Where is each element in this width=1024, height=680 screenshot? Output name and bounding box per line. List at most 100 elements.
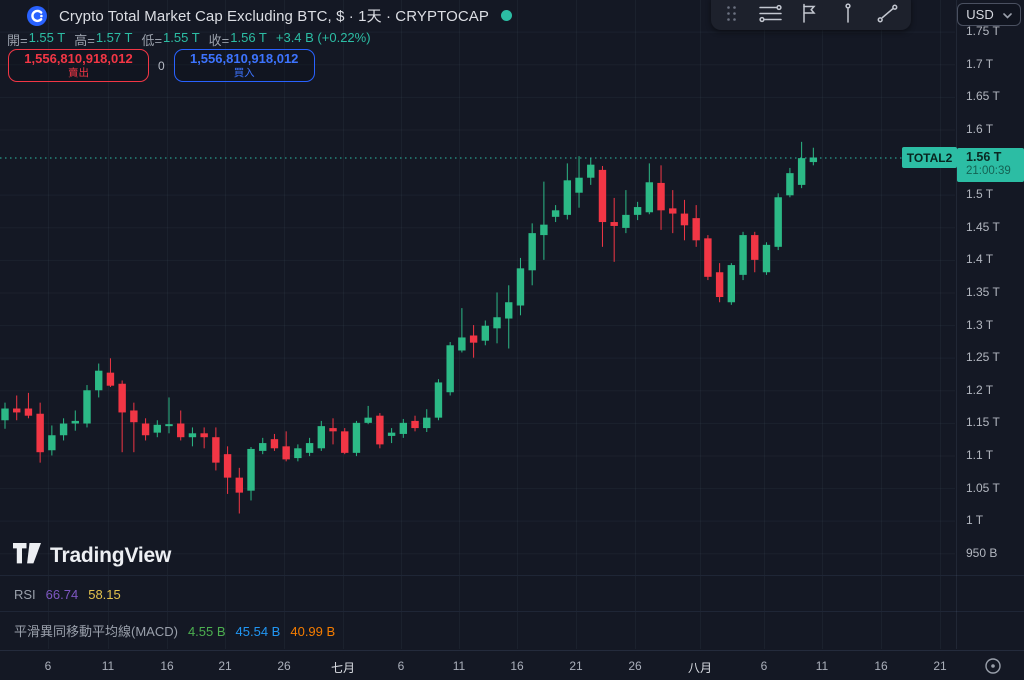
price-tick-label: 1.1 T xyxy=(966,447,994,462)
realtime-target-icon[interactable] xyxy=(983,656,1003,676)
candle-body xyxy=(130,410,138,423)
time-tick-label: 11 xyxy=(815,659,829,673)
symbol-title[interactable]: Crypto Total Market Cap Excluding BTC, $… xyxy=(59,8,490,25)
candle-body xyxy=(751,235,759,260)
time-tick-label: 6 xyxy=(44,659,52,673)
candle-body xyxy=(809,157,818,163)
pane-divider[interactable] xyxy=(0,611,1024,612)
candle-body xyxy=(727,265,736,303)
toolbar-drag-handle-icon[interactable] xyxy=(719,0,743,26)
candlestick-chart[interactable] xyxy=(0,0,1024,649)
time-tick-label: 16 xyxy=(160,659,174,673)
time-tick-label: 21 xyxy=(569,659,583,673)
candle-body xyxy=(551,210,560,217)
price-tick-label: 1.4 T xyxy=(966,252,994,267)
current-price-label[interactable]: 1.56 T 21:00:39 xyxy=(957,147,1024,182)
candle-body xyxy=(376,415,384,445)
candle-body xyxy=(493,317,501,329)
time-axis[interactable]: 6 11 16 21 26 七月 6 11 16 21 26 八月 6 11 16 21 xyxy=(0,650,1024,680)
candle-body xyxy=(411,420,419,429)
price-tick-label: 1 T xyxy=(966,513,984,528)
candle-body xyxy=(317,426,326,449)
trend-line-tool-icon[interactable] xyxy=(875,0,899,26)
candle-body xyxy=(797,158,806,185)
candle-body xyxy=(13,408,21,413)
tradingview-logo[interactable]: TradingView xyxy=(13,543,171,569)
candle-body xyxy=(680,213,689,226)
symbol-header: Crypto Total Market Cap Excluding BTC, $… xyxy=(27,5,513,26)
sell-button[interactable]: 1,556,810,918,012 賣出 xyxy=(8,49,149,82)
current-price-value: 1.56 T xyxy=(966,149,1002,164)
candle-body xyxy=(247,448,255,491)
candle-body xyxy=(446,345,454,393)
candle-body xyxy=(200,433,208,438)
candle-body xyxy=(305,443,314,453)
low-label: 低= xyxy=(141,33,163,48)
candle-body xyxy=(715,272,724,298)
market-status-dot[interactable] xyxy=(501,10,513,21)
symbol-badge[interactable]: TOTAL2 xyxy=(902,147,957,168)
candle-body xyxy=(270,439,279,449)
candle-body xyxy=(212,437,220,463)
candle-body xyxy=(1,408,9,421)
sell-label: 賣出 xyxy=(68,66,89,79)
close-label: 收= xyxy=(208,33,230,48)
price-tick-label: 1.6 T xyxy=(966,121,994,136)
rsi-value-fast: 66.74 xyxy=(45,587,79,602)
candle-body xyxy=(575,177,583,193)
candle-body xyxy=(259,443,267,451)
time-tick-month-label: 七月 xyxy=(330,661,356,675)
price-tick-label: 950 B xyxy=(966,545,998,560)
price-tick-label: 1.75 T xyxy=(966,24,1000,39)
candle-body xyxy=(106,372,115,386)
candle-body xyxy=(610,222,618,226)
candle-body xyxy=(458,337,466,351)
rsi-label[interactable]: RSI xyxy=(14,587,36,602)
candle-body xyxy=(528,233,536,271)
trade-buttons: 1,556,810,918,012 賣出 0 1,556,810,918,012… xyxy=(8,49,315,82)
spread-value: 0 xyxy=(158,58,165,73)
candle-body xyxy=(24,408,33,416)
high-label: 高= xyxy=(74,33,95,48)
candle-body xyxy=(434,382,443,418)
time-tick-label: 6 xyxy=(760,659,768,673)
macd-label[interactable]: 平滑異同移動平均線(MACD) xyxy=(14,624,178,639)
candle-body xyxy=(786,173,794,196)
candle-body xyxy=(774,197,782,247)
price-tick-label: 1.5 T xyxy=(966,187,994,202)
currency-selector[interactable]: USD xyxy=(957,3,1021,26)
rsi-value-slow: 58.15 xyxy=(88,587,121,602)
time-tick-label: 21 xyxy=(218,659,232,673)
time-tick-label: 21 xyxy=(933,659,947,673)
candle-body xyxy=(235,477,243,493)
macd-signal-value: 40.99 B xyxy=(290,624,336,639)
candle-body xyxy=(352,422,361,453)
vertical-line-tool-icon[interactable] xyxy=(836,0,860,26)
buy-price: 1,556,810,918,012 xyxy=(189,51,299,66)
buy-label: 買入 xyxy=(233,66,255,79)
candle-body xyxy=(48,435,56,451)
candle-body xyxy=(657,182,665,211)
candle-body xyxy=(282,446,290,460)
candle-body xyxy=(692,218,700,241)
macd-hist-value: 4.55 B xyxy=(187,624,226,639)
price-tick-label: 1.05 T xyxy=(966,480,1000,495)
buy-button[interactable]: 1,556,810,918,012 買入 xyxy=(173,49,315,82)
candle-body xyxy=(36,413,44,453)
time-tick-label: 16 xyxy=(510,659,524,673)
candle-body xyxy=(118,383,126,413)
time-tick-label: 6 xyxy=(397,659,405,673)
time-tick-label: 16 xyxy=(874,659,888,673)
flag-tool-icon[interactable] xyxy=(797,0,821,26)
candle-body xyxy=(223,454,232,478)
candle-body xyxy=(481,325,490,341)
pane-divider[interactable] xyxy=(0,575,1024,576)
candle-body xyxy=(59,423,68,436)
candle-body xyxy=(294,448,302,459)
horizontal-lines-tool-icon[interactable] xyxy=(758,0,782,26)
time-tick-label: 26 xyxy=(277,659,291,673)
change-value: +3.4 B (+0.22%) xyxy=(275,30,371,45)
price-scale[interactable]: 1.75 T 1.7 T 1.65 T 1.6 T 1.5 T 1.45 T 1.4 T 1.… xyxy=(956,0,1024,649)
candle-body xyxy=(645,182,654,213)
candle-body xyxy=(587,164,595,178)
